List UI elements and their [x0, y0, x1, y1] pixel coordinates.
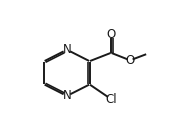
- Text: Cl: Cl: [105, 93, 117, 106]
- Text: N: N: [63, 89, 71, 102]
- Text: O: O: [125, 54, 135, 67]
- Text: O: O: [106, 28, 116, 41]
- Text: N: N: [63, 43, 71, 56]
